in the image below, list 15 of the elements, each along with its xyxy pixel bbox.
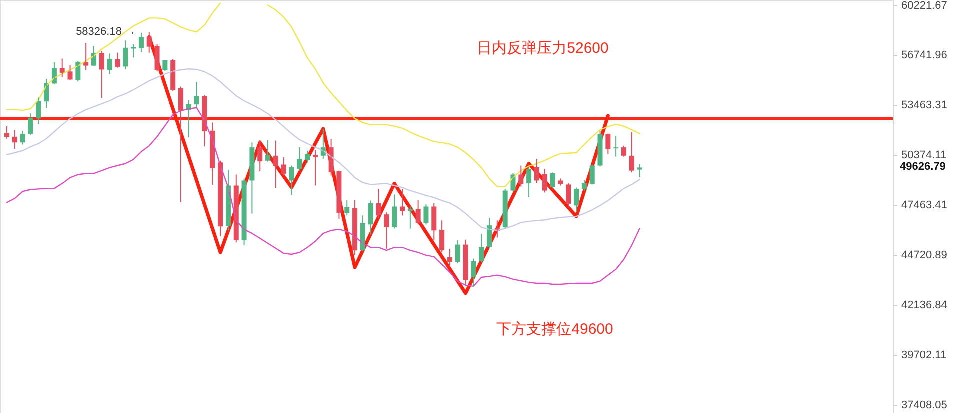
y-tick-label: 42136.84 [902,300,948,312]
annotation: 下方支撑位49600 [496,321,614,338]
y-tick-label: 37408.05 [902,399,948,412]
y-tick-label: 47463.41 [902,200,948,212]
y-tick-label: 60221.67 [902,0,948,12]
candlestick [131,44,136,58]
annotation: 58326.18 → [76,26,136,38]
y-tick-label: 50374.11 [902,150,947,162]
annotation: 日内反弹压力52600 [477,40,609,57]
text: 49626.79 [900,161,946,173]
y-tick-label: 44720.89 [902,250,948,262]
y-tick-label: 53463.31 [902,100,948,112]
candlestick [637,164,642,178]
y-tick-label: 39702.11 [902,349,947,362]
y-tick-label: 56741.96 [902,50,948,62]
